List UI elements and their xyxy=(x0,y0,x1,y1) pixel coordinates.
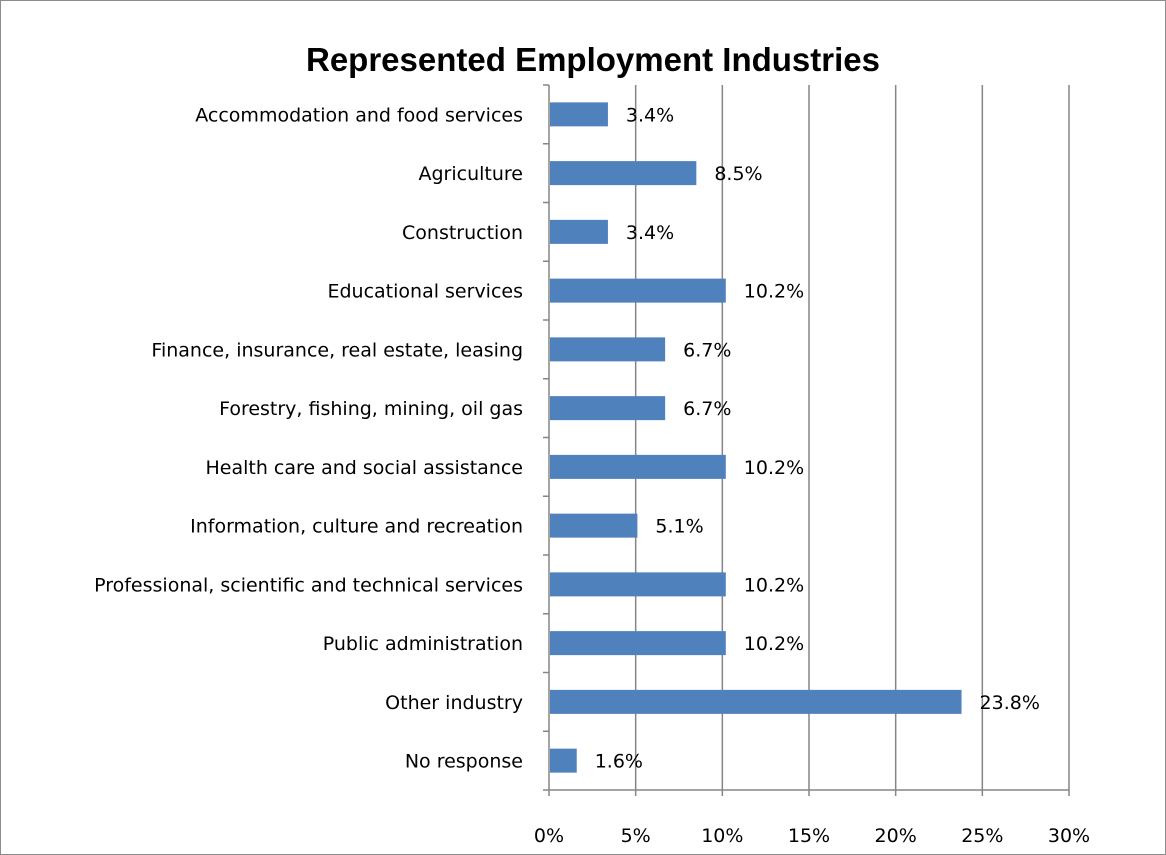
chart-title: Represented Employment Industries xyxy=(306,41,880,78)
data-label: 3.4% xyxy=(626,104,674,126)
category-label: Agriculture xyxy=(419,163,524,185)
bar xyxy=(550,572,726,597)
bars xyxy=(550,102,962,773)
bar xyxy=(550,631,726,656)
data-label: 6.7% xyxy=(683,398,731,420)
gridlines xyxy=(634,85,1070,790)
x-tick-label: 0% xyxy=(534,825,564,847)
bar xyxy=(550,219,608,244)
bar xyxy=(550,396,666,421)
category-label: Forestry, fishing, mining, oil gas xyxy=(219,398,523,420)
category-label: Public administration xyxy=(323,633,523,655)
data-label: 10.2% xyxy=(744,633,804,655)
category-label: Information, culture and recreation xyxy=(190,516,523,538)
bar xyxy=(550,278,726,303)
bar xyxy=(550,102,608,127)
axes xyxy=(543,84,1070,796)
category-label: Educational services xyxy=(327,281,523,303)
x-tick-label: 20% xyxy=(875,825,917,847)
data-label: 23.8% xyxy=(980,692,1040,714)
data-label: 3.4% xyxy=(626,222,674,244)
bar xyxy=(550,513,638,538)
data-label: 10.2% xyxy=(744,457,804,479)
data-label: 1.6% xyxy=(595,751,643,773)
category-label: Finance, insurance, real estate, leasing xyxy=(151,339,523,361)
x-tick-label: 30% xyxy=(1048,825,1090,847)
data-label: 6.7% xyxy=(683,339,731,361)
x-tick-label: 10% xyxy=(701,825,743,847)
category-label: No response xyxy=(405,751,523,773)
bar xyxy=(550,337,666,362)
x-tick-label: 25% xyxy=(961,825,1003,847)
category-label: Construction xyxy=(402,222,523,244)
labels: Accommodation and food services 3.4% Agric… xyxy=(94,104,1090,847)
data-label: 10.2% xyxy=(744,574,804,596)
bar xyxy=(550,161,697,186)
category-label: Professional, scientific and technical s… xyxy=(94,574,523,596)
category-label: Other industry xyxy=(385,692,523,714)
category-label: Accommodation and food services xyxy=(195,104,523,126)
x-tick-label: 5% xyxy=(621,825,651,847)
data-label: 10.2% xyxy=(744,281,804,303)
bar xyxy=(550,689,962,714)
bar xyxy=(550,748,577,773)
bar xyxy=(550,454,726,479)
category-label: Health care and social assistance xyxy=(205,457,523,479)
data-label: 5.1% xyxy=(655,516,703,538)
x-tick-label: 15% xyxy=(788,825,830,847)
data-label: 8.5% xyxy=(714,163,762,185)
